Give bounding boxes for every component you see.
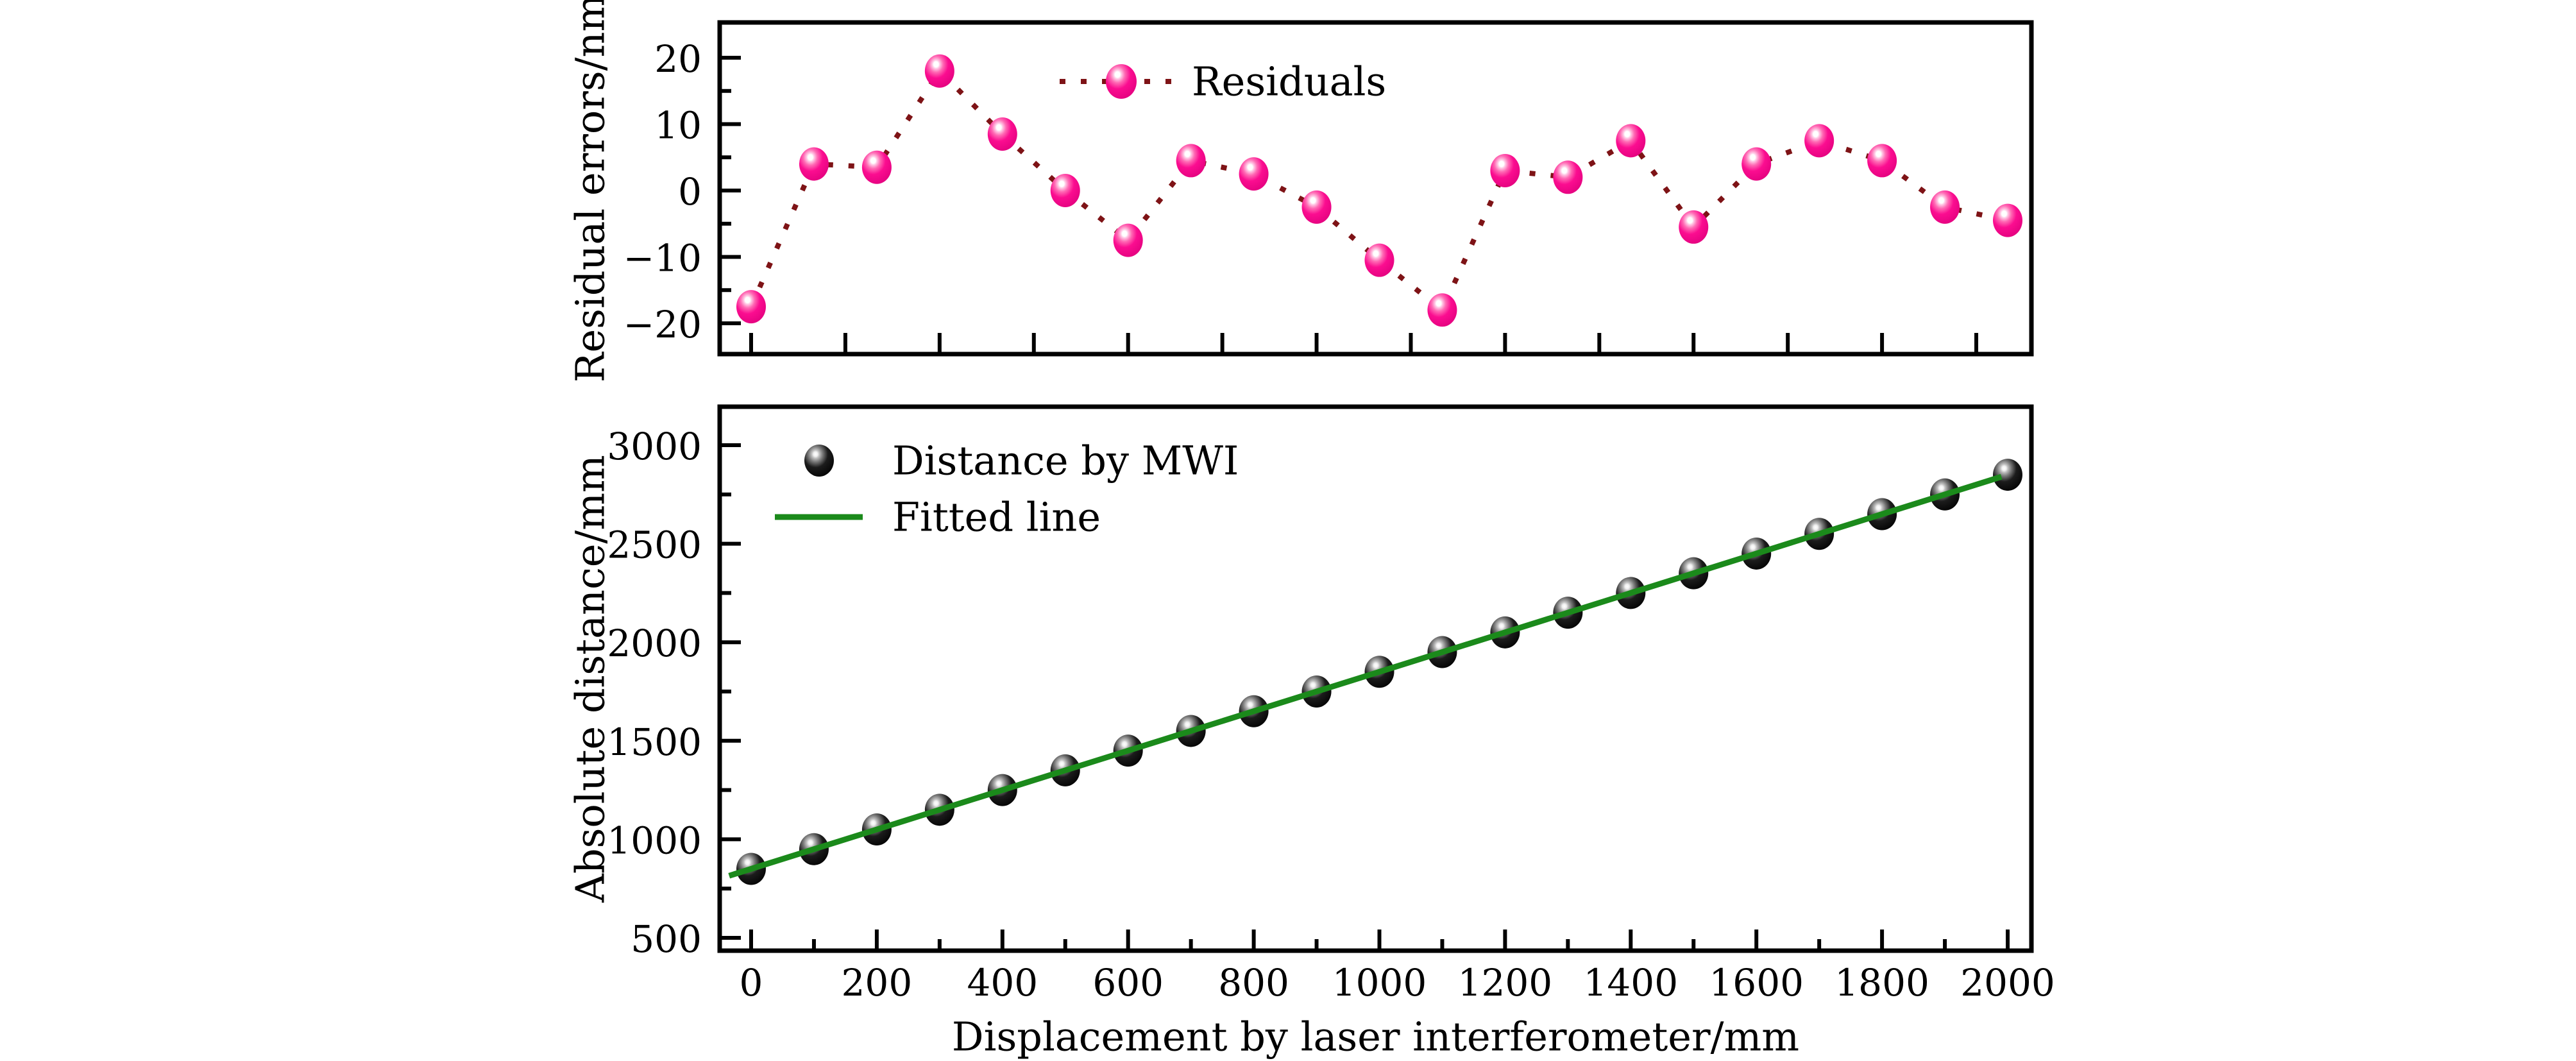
residual-point <box>1553 160 1583 194</box>
distance-ytick-label: 3000 <box>607 425 702 468</box>
residual-point <box>1427 293 1457 327</box>
residual-point <box>1113 223 1143 257</box>
distance-xtick-label: 600 <box>1092 961 1164 1005</box>
residual-point <box>1050 174 1080 207</box>
distance-xtick-label: 2000 <box>1960 961 2055 1005</box>
residuals-ylabel: Residual errors/nm <box>567 0 614 382</box>
distance-xtick-label: 200 <box>842 961 913 1005</box>
residuals-legend-marker <box>1106 64 1137 99</box>
distance-ytick-label: 500 <box>631 917 702 961</box>
distance-xtick-label: 1000 <box>1332 961 1427 1005</box>
distance-xtick-label: 1400 <box>1583 961 1678 1005</box>
residual-point <box>1804 124 1835 158</box>
residual-point <box>1490 153 1520 187</box>
distance-ylabel: Absolute distance/mm <box>567 455 614 903</box>
fitted-line <box>728 473 2003 879</box>
distance-ytick-label: 2500 <box>607 523 702 567</box>
distance-ytick-label: 2000 <box>607 622 702 665</box>
residuals-ytick-label: 10 <box>654 104 702 148</box>
residual-point <box>1616 124 1646 158</box>
residuals-ytick-label: −20 <box>623 303 702 346</box>
residuals-ytick-label: 0 <box>678 170 702 214</box>
residual-point <box>1993 203 2022 237</box>
distance-xlabel: Displacement by laser interferometer/mm <box>952 1014 1799 1060</box>
residuals-panel <box>736 54 2022 327</box>
distance-xtick-label: 1200 <box>1458 961 1553 1005</box>
distance-ytick-label: 1000 <box>607 819 702 862</box>
distance-xtick-label: 800 <box>1218 961 1289 1005</box>
distance-axes-frame <box>717 404 2034 953</box>
residual-point <box>736 290 766 324</box>
residual-point <box>1930 190 1960 224</box>
residual-point <box>1679 210 1709 244</box>
residual-point <box>1364 243 1394 277</box>
residuals-legend: Residuals <box>1060 58 1386 105</box>
residual-point <box>1176 144 1206 178</box>
distance-xtick-label: 1800 <box>1835 961 1929 1005</box>
distance-panel <box>728 459 2022 885</box>
distance-ytick-label: 1500 <box>607 720 702 764</box>
distance-point <box>1993 459 2022 491</box>
residuals-dotted-line <box>749 67 2008 314</box>
distance-xtick-label: 0 <box>740 961 763 1005</box>
residual-point <box>924 54 954 88</box>
distance-xtick-label: 400 <box>967 961 1038 1005</box>
residuals-ytick-label: 20 <box>654 37 702 81</box>
residual-point <box>861 150 892 184</box>
distance-legend-marker <box>804 445 834 477</box>
residual-point <box>1741 147 1772 181</box>
residuals-legend-label: Residuals <box>1192 58 1386 105</box>
distance-xtick-label: 1600 <box>1709 961 1804 1005</box>
residual-point <box>987 117 1017 151</box>
residuals-ytick-label: −10 <box>623 237 702 280</box>
residual-point <box>799 147 829 181</box>
residual-point <box>1867 144 1897 178</box>
distance-legend: Distance by MWI Fitted line <box>775 437 1239 541</box>
residual-point <box>1239 157 1269 191</box>
residual-point <box>1301 190 1332 224</box>
distance-legend-label: Distance by MWI <box>892 437 1239 484</box>
fitted-line-legend-label: Fitted line <box>892 494 1101 541</box>
residuals-axes-frame <box>717 20 2034 357</box>
